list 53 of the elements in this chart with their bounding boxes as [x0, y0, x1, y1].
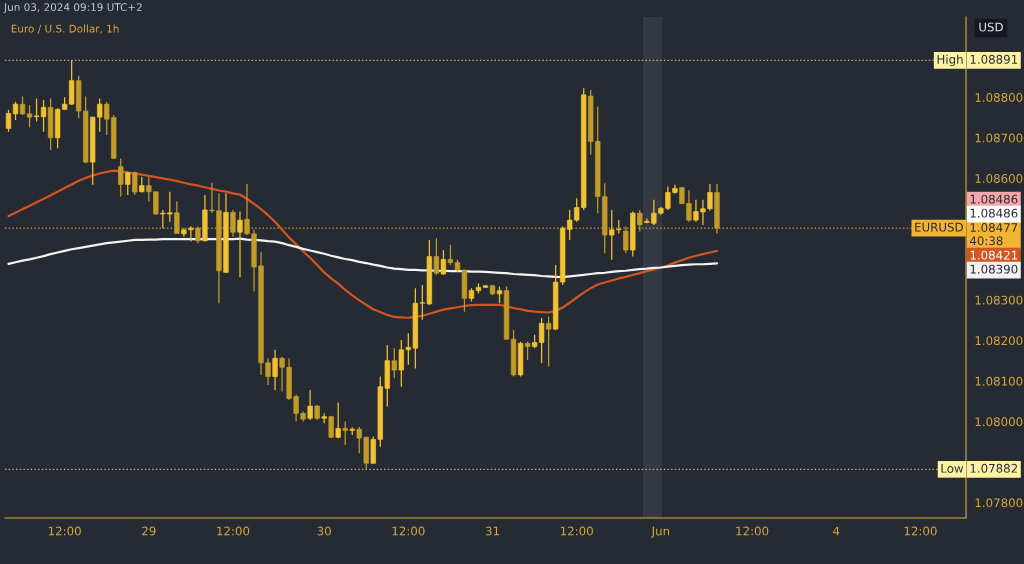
text: Jun 03, 2024 09:19 UTC+2 — [3, 3, 142, 13]
candlestick — [12, 101, 19, 121]
x-tick-label: 29 — [142, 526, 156, 536]
y-tick-label: 1.08000 — [975, 417, 1023, 427]
candlestick — [272, 349, 278, 391]
y-axis-title: USD — [979, 22, 1003, 32]
x-tick-label: 30 — [317, 526, 331, 536]
text: 1.08477 — [970, 223, 1018, 232]
candlestick — [230, 209, 236, 238]
x-tick-label: 12:00 — [560, 526, 593, 536]
text: Euro / U.S. Dollar, 1h — [11, 24, 119, 34]
candlestick — [237, 210, 243, 278]
candlestick — [637, 209, 643, 233]
text: 1.08891 — [970, 54, 1018, 64]
candlestick — [174, 200, 180, 235]
y-tick-label: 1.08100 — [975, 376, 1023, 386]
text: 1.08486 — [970, 194, 1018, 204]
y-tick-label: 1.08200 — [975, 336, 1023, 346]
y-tick-label: 1.08300 — [975, 295, 1023, 305]
y-tick-label: 1.08700 — [975, 133, 1023, 143]
candlestick — [433, 237, 440, 276]
text: 1.08486 — [970, 208, 1018, 218]
candlestick — [118, 157, 124, 198]
text: 40:38 — [969, 236, 1003, 246]
text: 1.08421 — [970, 250, 1018, 260]
text: 1.07882 — [970, 463, 1017, 473]
y-tick-label: 1.08600 — [975, 174, 1023, 183]
x-tick-label: 12:00 — [736, 526, 769, 536]
candlestick — [342, 420, 348, 446]
x-tick-label: 31 — [485, 526, 499, 536]
candlestick — [524, 341, 531, 361]
ref-line-label: Low — [941, 464, 964, 473]
x-tick-label: 12:00 — [48, 526, 81, 536]
candlestick — [623, 225, 629, 254]
x-tick-label: 12:00 — [904, 526, 937, 536]
x-tick-label: 12:00 — [392, 526, 425, 536]
line-series — [7, 237, 719, 279]
candlestick — [391, 347, 397, 379]
candlestick — [335, 401, 341, 439]
candlestick — [307, 389, 313, 421]
candlestick — [125, 170, 131, 196]
text: 1.08390 — [970, 264, 1018, 274]
candlestick — [545, 315, 552, 368]
x-tick-label: 12:00 — [217, 526, 250, 536]
y-tick-label: 1.07800 — [975, 498, 1023, 508]
ref-line-label: High — [937, 54, 963, 67]
y-tick-label: 1.08800 — [975, 92, 1023, 102]
x-tick-label: 4 — [833, 526, 840, 536]
x-tick-label: Jun — [651, 526, 670, 538]
candlestick — [132, 170, 138, 196]
candlestick — [5, 109, 12, 133]
candlestick — [440, 249, 447, 276]
ref-line-label: EURUSD — [915, 222, 963, 232]
